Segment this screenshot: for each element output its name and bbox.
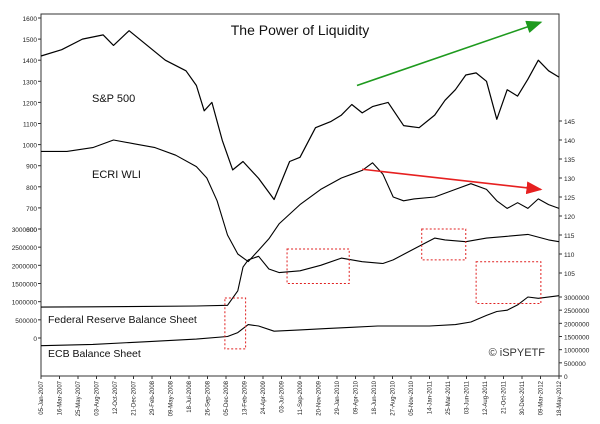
right-top-tick-label: 140 (564, 138, 575, 145)
left-top-tick-label: 1000 (23, 143, 38, 150)
highlight-box (286, 248, 350, 285)
series-line-ecri-wli (41, 139, 560, 263)
right-top-tick-label: 120 (564, 214, 575, 221)
x-tick-label: 12-Oct-2007 (113, 380, 119, 414)
left-top-tick-label: 1300 (23, 79, 38, 86)
x-tick-label: 16-Mar-2007 (58, 380, 64, 415)
series-line-ecb-balance-sheet (40, 295, 560, 347)
highlight-box (475, 261, 542, 304)
x-tick-label: 03-Jul-2009 (280, 380, 286, 412)
x-tick-label: 21-Dec-2007 (132, 380, 138, 415)
right-bottom-tick-label: 0 (564, 374, 568, 381)
x-tick-label: 21-Oct-2011 (502, 380, 508, 414)
left-bottom-tick-label: 2500000 (12, 245, 38, 252)
left-top-tick-label: 1500 (23, 37, 38, 44)
x-tick-label: 18-Jul-2008 (187, 380, 193, 412)
watermark: © iSPYETF (489, 347, 546, 359)
series-label: Federal Reserve Balance Sheet (48, 314, 197, 326)
x-tick-label: 30-Dec-2011 (520, 380, 526, 415)
x-tick-label: 09-Apr-2010 (354, 380, 360, 414)
x-tick-label: 27-Aug-2010 (391, 380, 397, 415)
right-top-tick-label: 110 (564, 252, 575, 259)
x-tick-label: 18-Jun-2010 (372, 380, 378, 414)
right-bottom-tick-label: 2000000 (564, 321, 590, 328)
chart-title: The Power of Liquidity (231, 22, 370, 38)
x-tick-label: 05-Jan-2007 (39, 380, 45, 414)
left-bottom-tick-label: 1000000 (12, 300, 38, 307)
highlight-box (421, 228, 467, 261)
left-top-tick-label: 1600 (23, 16, 38, 23)
series-line-s-p-500 (40, 30, 560, 201)
series-line-federal-reserve-balance-sheet (40, 233, 560, 308)
right-bottom-tick-label: 3000000 (564, 295, 590, 302)
right-bottom-tick-label: 2500000 (564, 308, 590, 315)
right-top-tick-label: 115 (564, 233, 575, 240)
series-label: ECRI WLI (92, 169, 141, 181)
x-tick-label: 11-Sep-2009 (298, 380, 304, 415)
trend-arrow-down (362, 168, 543, 195)
right-top-tick-label: 145 (564, 119, 575, 126)
x-tick-label: 18-May-2012 (557, 380, 563, 416)
left-top-tick-label: 600 (26, 227, 37, 234)
right-top-tick-label: 125 (564, 195, 575, 202)
x-tick-label: 12-Aug-2011 (483, 380, 489, 415)
x-tick-label: 25-Mar-2011 (446, 380, 452, 415)
left-top-tick-label: 1400 (23, 58, 38, 65)
x-tick-label: 14-Jan-2011 (428, 380, 434, 414)
trend-arrow-up (356, 20, 543, 87)
left-top-tick-label: 900 (26, 164, 37, 171)
x-tick-label: 05-Dec-2008 (224, 380, 230, 415)
right-top-tick-label: 105 (564, 271, 575, 278)
x-tick-label: 13-Feb-2009 (243, 380, 249, 415)
right-top-tick-label: 135 (564, 157, 575, 164)
x-tick-label: 20-Nov-2009 (317, 380, 323, 415)
x-tick-label: 09-Mar-2012 (539, 380, 545, 415)
right-bottom-tick-label: 1500000 (564, 335, 590, 342)
x-tick-label: 03-Jun-2011 (465, 380, 471, 414)
x-tick-label: 25-May-2007 (76, 380, 82, 416)
series-label: S&P 500 (92, 93, 135, 105)
x-tick-label: 29-Feb-2008 (150, 380, 156, 415)
left-top-tick-label: 1100 (23, 122, 37, 129)
left-bottom-tick-label: 3000000 (12, 227, 38, 234)
left-bottom-tick-label: 2000000 (12, 263, 38, 270)
x-tick-label: 29-Jan-2010 (335, 380, 341, 414)
x-tick-label: 26-Sep-2008 (206, 380, 212, 415)
left-top-tick-label: 800 (26, 185, 37, 192)
x-tick-label: 03-Aug-2007 (95, 380, 101, 415)
x-tick-label: 05-Nov-2010 (409, 380, 415, 415)
right-bottom-tick-label: 500000 (564, 361, 586, 368)
highlight-box (224, 297, 247, 350)
left-bottom-tick-label: 500000 (15, 318, 37, 325)
x-tick-label: 09-May-2008 (169, 380, 175, 416)
left-bottom-tick-label: 0 (33, 336, 37, 343)
right-bottom-tick-label: 1000000 (564, 348, 590, 355)
left-top-tick-label: 1200 (23, 100, 38, 107)
series-label: ECB Balance Sheet (48, 348, 141, 360)
left-bottom-tick-label: 1500000 (12, 282, 38, 289)
left-top-tick-label: 700 (26, 206, 37, 213)
right-top-tick-label: 130 (564, 176, 575, 183)
x-tick-label: 24-Apr-2009 (261, 380, 267, 414)
